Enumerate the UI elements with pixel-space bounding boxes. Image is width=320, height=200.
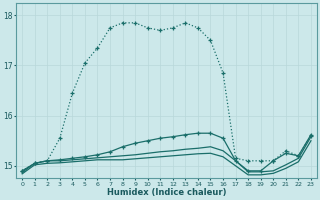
X-axis label: Humidex (Indice chaleur): Humidex (Indice chaleur)	[107, 188, 226, 197]
